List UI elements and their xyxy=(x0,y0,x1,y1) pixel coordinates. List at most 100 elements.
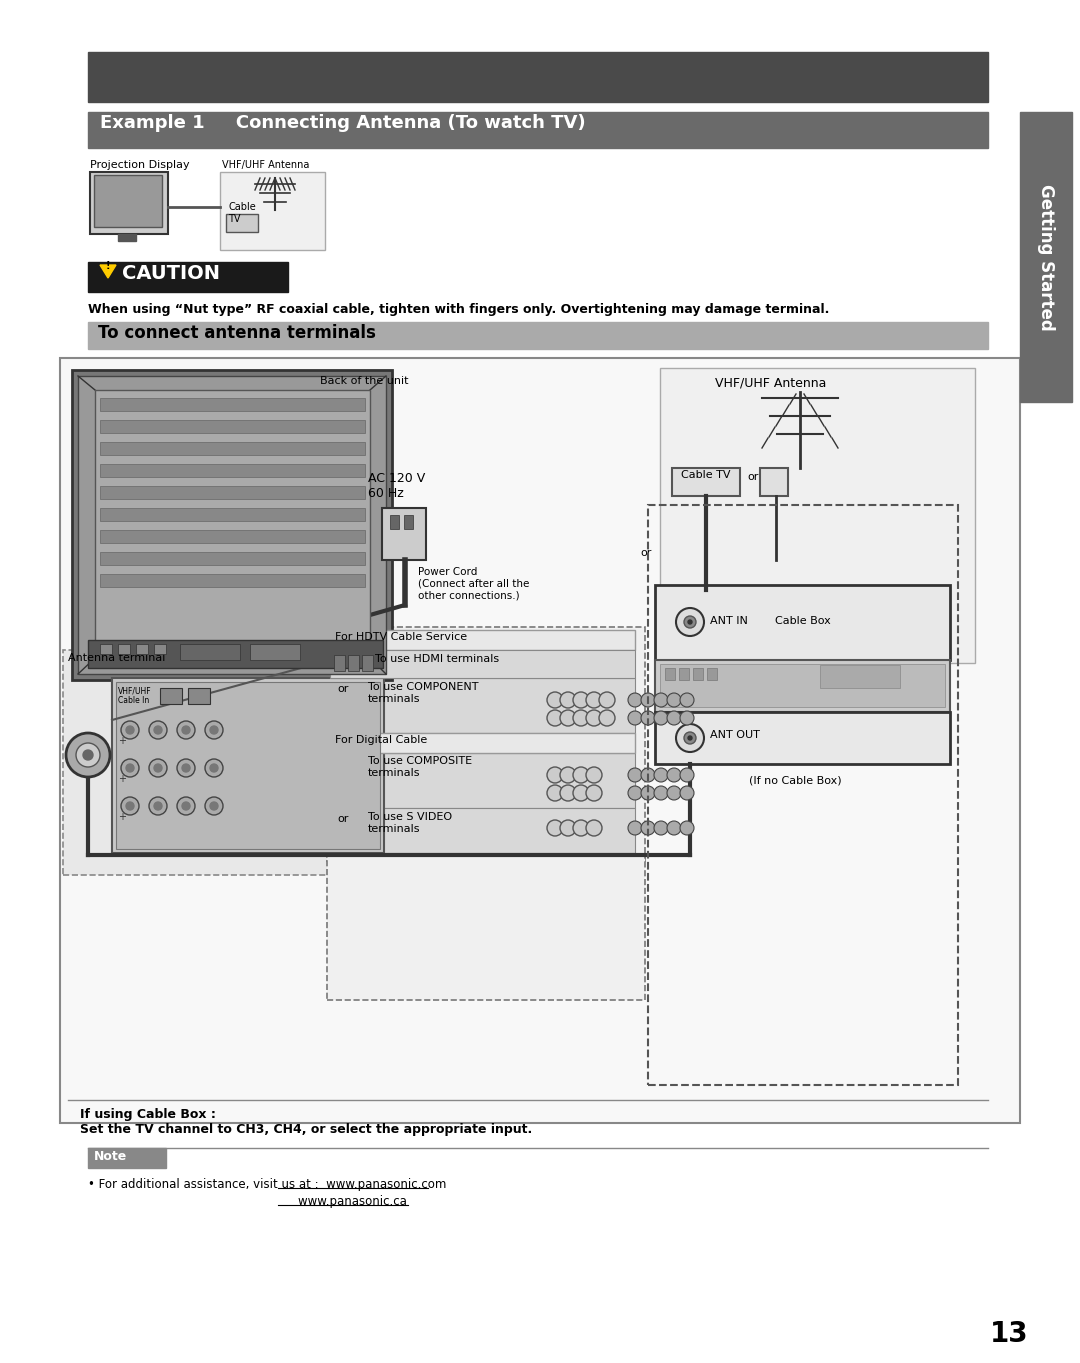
Bar xyxy=(188,688,210,705)
Circle shape xyxy=(121,721,139,739)
Text: 13: 13 xyxy=(990,1319,1028,1348)
Circle shape xyxy=(121,759,139,777)
Circle shape xyxy=(627,767,642,782)
Circle shape xyxy=(680,692,694,707)
Circle shape xyxy=(149,721,167,739)
Circle shape xyxy=(177,721,195,739)
Bar xyxy=(112,677,384,853)
Bar xyxy=(100,463,365,477)
Bar xyxy=(707,668,717,680)
Text: Antenna terminal: Antenna terminal xyxy=(68,653,165,662)
Bar xyxy=(100,552,365,566)
Circle shape xyxy=(183,765,190,771)
Circle shape xyxy=(667,692,681,707)
Circle shape xyxy=(680,711,694,725)
Circle shape xyxy=(688,620,692,624)
Circle shape xyxy=(561,692,576,707)
Bar xyxy=(390,515,399,529)
Text: Cable Box: Cable Box xyxy=(775,616,831,626)
Text: Note: Note xyxy=(94,1150,127,1163)
Text: CAUTION: CAUTION xyxy=(122,264,220,284)
Bar xyxy=(118,234,136,241)
Circle shape xyxy=(654,786,669,800)
Circle shape xyxy=(667,821,681,836)
Bar xyxy=(404,515,413,529)
Text: • For additional assistance, visit us at :  www.panasonic.com: • For additional assistance, visit us at… xyxy=(87,1178,446,1191)
Circle shape xyxy=(205,759,222,777)
Bar xyxy=(100,530,365,542)
Circle shape xyxy=(561,785,576,801)
Circle shape xyxy=(546,821,563,836)
Bar xyxy=(87,112,988,149)
Bar xyxy=(90,172,168,234)
Bar xyxy=(72,369,392,680)
Text: Getting Started: Getting Started xyxy=(1037,184,1055,330)
Text: VHF/UHF Antenna: VHF/UHF Antenna xyxy=(715,376,826,388)
Bar xyxy=(330,677,635,733)
Circle shape xyxy=(599,710,615,726)
Text: or: or xyxy=(337,814,349,825)
Bar xyxy=(327,627,645,861)
Bar xyxy=(87,52,988,102)
Text: !: ! xyxy=(106,260,110,271)
Circle shape xyxy=(642,786,654,800)
Circle shape xyxy=(586,785,602,801)
Text: Projection Display: Projection Display xyxy=(90,159,190,170)
Circle shape xyxy=(688,736,692,740)
Bar xyxy=(100,420,365,433)
Bar xyxy=(87,322,988,349)
Text: If using Cable Box :
Set the TV channel to CH3, CH4, or select the appropriate i: If using Cable Box : Set the TV channel … xyxy=(80,1108,532,1135)
Polygon shape xyxy=(100,264,116,278)
Bar xyxy=(160,688,183,705)
Circle shape xyxy=(126,801,134,810)
Circle shape xyxy=(154,801,162,810)
Circle shape xyxy=(210,801,218,810)
Text: (If no Cable Box): (If no Cable Box) xyxy=(748,776,841,785)
Circle shape xyxy=(210,765,218,771)
Bar xyxy=(654,585,950,660)
Circle shape xyxy=(654,711,669,725)
Circle shape xyxy=(642,692,654,707)
Bar xyxy=(672,468,740,496)
Text: For Digital Cable: For Digital Cable xyxy=(335,735,428,746)
Circle shape xyxy=(210,726,218,735)
Bar xyxy=(330,630,635,650)
Text: Cable
TV: Cable TV xyxy=(228,202,256,224)
Text: AC 120 V
60 Hz: AC 120 V 60 Hz xyxy=(368,472,426,500)
Circle shape xyxy=(546,785,563,801)
Bar xyxy=(654,711,950,765)
Bar xyxy=(334,656,345,671)
Circle shape xyxy=(627,711,642,725)
Bar xyxy=(78,376,386,673)
Circle shape xyxy=(586,767,602,782)
Bar xyxy=(648,506,958,1085)
Circle shape xyxy=(627,821,642,836)
Circle shape xyxy=(126,765,134,771)
Bar xyxy=(100,643,112,654)
Circle shape xyxy=(183,726,190,735)
Circle shape xyxy=(680,821,694,836)
Circle shape xyxy=(654,692,669,707)
Circle shape xyxy=(680,767,694,782)
Text: To use S VIDEO
terminals: To use S VIDEO terminals xyxy=(368,812,453,834)
Text: +: + xyxy=(118,812,126,822)
Text: To use COMPONENT
terminals: To use COMPONENT terminals xyxy=(368,682,478,703)
Bar xyxy=(87,262,288,292)
Bar xyxy=(116,682,380,849)
Circle shape xyxy=(667,767,681,782)
Circle shape xyxy=(154,765,162,771)
Circle shape xyxy=(642,821,654,836)
Bar xyxy=(760,468,788,496)
Text: +: + xyxy=(118,774,126,784)
Circle shape xyxy=(83,750,93,761)
Bar xyxy=(820,665,900,688)
Bar xyxy=(95,390,370,658)
Bar xyxy=(330,733,635,752)
Circle shape xyxy=(561,710,576,726)
Bar xyxy=(249,643,300,660)
Bar xyxy=(327,855,645,1000)
Text: VHF/UHF
Cable In: VHF/UHF Cable In xyxy=(118,686,151,706)
Text: To use COMPOSITE
terminals: To use COMPOSITE terminals xyxy=(368,756,472,778)
Bar xyxy=(679,668,689,680)
Text: VHF/UHF Antenna: VHF/UHF Antenna xyxy=(222,159,309,170)
